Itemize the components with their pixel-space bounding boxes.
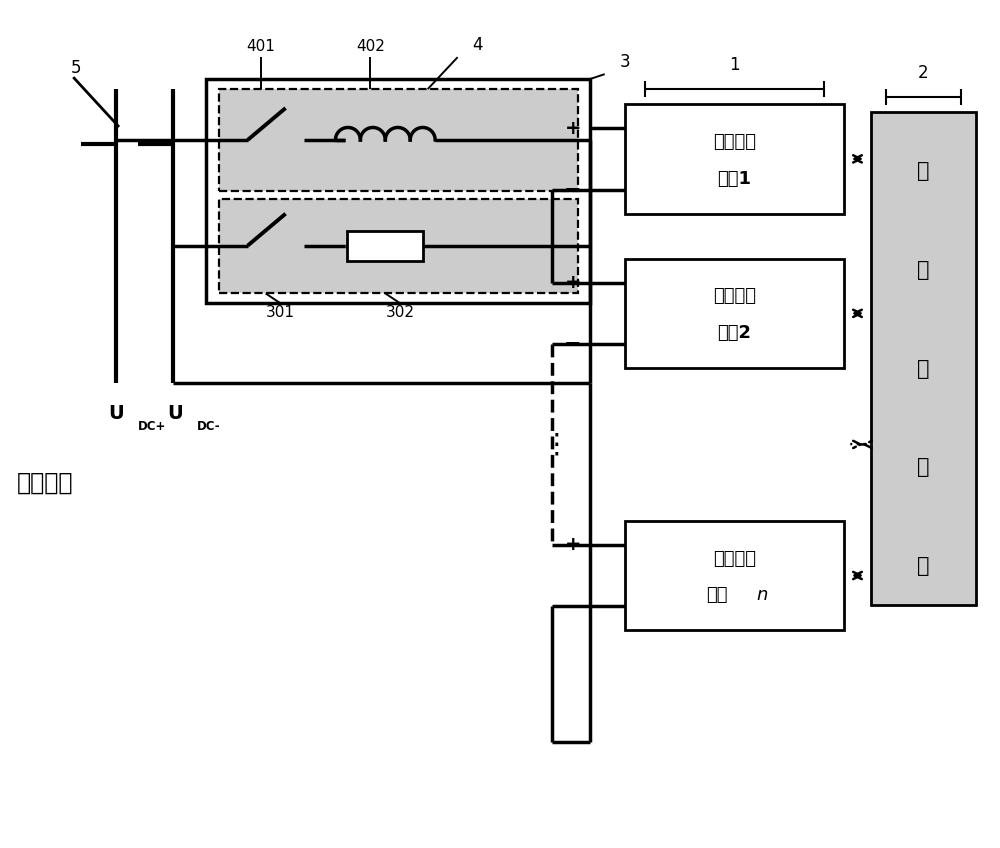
Text: 直流电网: 直流电网 bbox=[16, 471, 73, 494]
Text: DC-: DC- bbox=[197, 420, 220, 433]
Text: 1: 1 bbox=[729, 56, 740, 74]
Bar bbox=[625, 521, 844, 630]
Text: $\mathbf{U}$: $\mathbf{U}$ bbox=[108, 404, 124, 422]
Text: 301: 301 bbox=[266, 305, 295, 321]
Text: 3: 3 bbox=[619, 53, 630, 71]
Text: 制: 制 bbox=[917, 457, 930, 477]
Bar bbox=[219, 89, 578, 191]
Text: −: − bbox=[564, 180, 582, 199]
Text: 2: 2 bbox=[918, 64, 929, 82]
Text: 单元2: 单元2 bbox=[717, 324, 751, 343]
Text: ⋮: ⋮ bbox=[543, 431, 571, 459]
Bar bbox=[347, 231, 423, 260]
Text: DC+: DC+ bbox=[138, 420, 166, 433]
Text: 器: 器 bbox=[917, 556, 930, 576]
Text: 飞轮储能: 飞轮储能 bbox=[713, 287, 756, 305]
Bar bbox=[871, 112, 976, 605]
Text: −: − bbox=[564, 334, 582, 354]
Text: 4: 4 bbox=[472, 36, 483, 54]
Bar bbox=[625, 104, 844, 214]
Text: 5: 5 bbox=[71, 59, 81, 77]
Bar bbox=[219, 89, 578, 191]
Text: 402: 402 bbox=[356, 39, 385, 54]
Text: 阵: 阵 bbox=[917, 161, 930, 181]
Text: 飞轮储能: 飞轮储能 bbox=[713, 550, 756, 567]
Text: 302: 302 bbox=[386, 305, 415, 321]
Text: $n$: $n$ bbox=[756, 587, 768, 605]
Bar bbox=[219, 198, 578, 293]
Text: 401: 401 bbox=[246, 39, 275, 54]
Text: 控: 控 bbox=[917, 359, 930, 378]
Text: 飞轮储能: 飞轮储能 bbox=[713, 133, 756, 151]
Text: −: − bbox=[564, 596, 582, 616]
Text: 列: 列 bbox=[917, 259, 930, 280]
Text: +: + bbox=[565, 119, 582, 137]
Bar bbox=[206, 79, 590, 304]
Bar bbox=[625, 259, 844, 368]
Text: $\mathbf{U}$: $\mathbf{U}$ bbox=[167, 404, 183, 422]
Text: +: + bbox=[565, 273, 582, 293]
Bar bbox=[219, 198, 578, 293]
Text: +: + bbox=[565, 535, 582, 555]
Text: 单元1: 单元1 bbox=[717, 170, 751, 187]
Text: 单元: 单元 bbox=[706, 587, 727, 605]
Text: ⋯: ⋯ bbox=[848, 435, 867, 454]
